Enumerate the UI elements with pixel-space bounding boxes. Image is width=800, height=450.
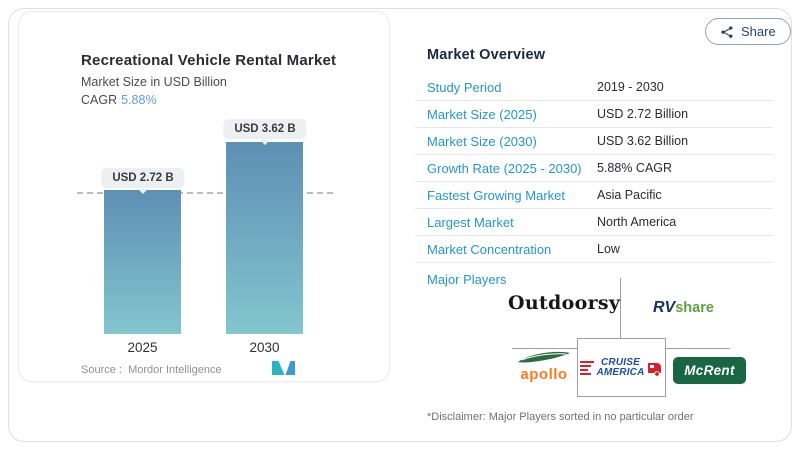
row-value: USD 3.62 Billion [597, 134, 689, 148]
mcrent-logo-text: McRent [684, 363, 735, 378]
row-value: Low [597, 242, 620, 256]
apollo-swoosh-icon [518, 351, 570, 363]
x-axis-label-2030: 2030 [249, 340, 280, 355]
table-row: Market Size (2025) USD 2.72 Billion [415, 101, 773, 128]
outdoorsy-logo: Outdoorsy [508, 292, 621, 314]
source-label: Source : [81, 364, 122, 376]
chart-cagr-line: CAGR 5.88% [81, 93, 157, 107]
row-value: 5.88% CAGR [597, 161, 673, 175]
cruise-america-box: CRUISE AMERICA [577, 338, 666, 397]
apollo-logo-text: apollo [520, 366, 568, 383]
table-row: Fastest Growing Market Asia Pacific [415, 182, 773, 209]
mcrent-logo: McRent [673, 357, 746, 384]
table-row: Market Size (2030) USD 3.62 Billion [415, 128, 773, 155]
players-divider-line [620, 278, 621, 338]
players-connector-line [666, 348, 730, 349]
row-value: Asia Pacific [597, 188, 662, 202]
bar-value-label-2030: USD 3.62 B [223, 119, 307, 139]
overview-title: Market Overview [427, 47, 546, 63]
cagr-value: 5.88% [121, 93, 157, 107]
row-value: USD 2.72 Billion [597, 107, 689, 121]
mordor-intelligence-logo-icon [272, 360, 296, 381]
share-button[interactable]: Share [705, 18, 791, 45]
row-label: Fastest Growing Market [427, 187, 565, 203]
bar-2030 [226, 142, 303, 334]
row-label: Market Size (2025) [427, 106, 537, 122]
label-pointer [260, 140, 270, 145]
major-players-label: Major Players [427, 272, 507, 287]
label-pointer [138, 189, 148, 194]
row-label: Growth Rate (2025 - 2030) [427, 160, 582, 176]
reference-dashed-line [77, 192, 333, 194]
row-label: Study Period [427, 79, 502, 95]
overview-table: Study Period 2019 - 2030 Market Size (20… [415, 74, 773, 263]
cruise-stripes-icon [580, 360, 595, 375]
table-row: Study Period 2019 - 2030 [415, 74, 773, 101]
rvshare-logo-rv: RV [653, 299, 676, 316]
cruise-logo-line2: AMERICA [596, 366, 645, 378]
table-row: Market Concentration Low [415, 236, 773, 263]
rvshare-logo-share: share [675, 300, 714, 316]
apollo-logo: apollo [516, 351, 572, 383]
market-chart-card: Recreational Vehicle Rental Market Marke… [18, 11, 390, 382]
row-value: 2019 - 2030 [597, 80, 664, 94]
cruise-america-logo: CRUISE AMERICA [580, 356, 662, 378]
table-row: Growth Rate (2025 - 2030) 5.88% CAGR [415, 155, 773, 182]
cagr-label: CAGR [81, 93, 118, 107]
players-connector-line [512, 348, 577, 349]
chart-subtitle: Market Size in USD Billion [81, 75, 227, 89]
row-label: Market Concentration [427, 241, 552, 257]
chart-title: Recreational Vehicle Rental Market [81, 52, 337, 69]
share-button-label: Share [741, 24, 776, 39]
table-row: Largest Market North America [415, 209, 773, 236]
rvshare-logo: RVshare [653, 299, 714, 317]
row-label: Market Size (2030) [427, 133, 537, 149]
bar-value-label-2025: USD 2.72 B [101, 168, 185, 188]
bar-2025 [104, 190, 181, 334]
source-attribution: Source : Mordor Intelligence [81, 364, 222, 376]
cruise-logo-line1: CRUISE [601, 356, 640, 368]
cruise-rv-icon [647, 362, 661, 377]
share-icon [721, 25, 733, 38]
row-label: Largest Market [427, 214, 514, 230]
source-value: Mordor Intelligence [128, 364, 222, 376]
row-value: North America [597, 215, 677, 229]
players-disclaimer: *Disclaimer: Major Players sorted in no … [427, 411, 694, 423]
x-axis-label-2025: 2025 [127, 340, 158, 355]
